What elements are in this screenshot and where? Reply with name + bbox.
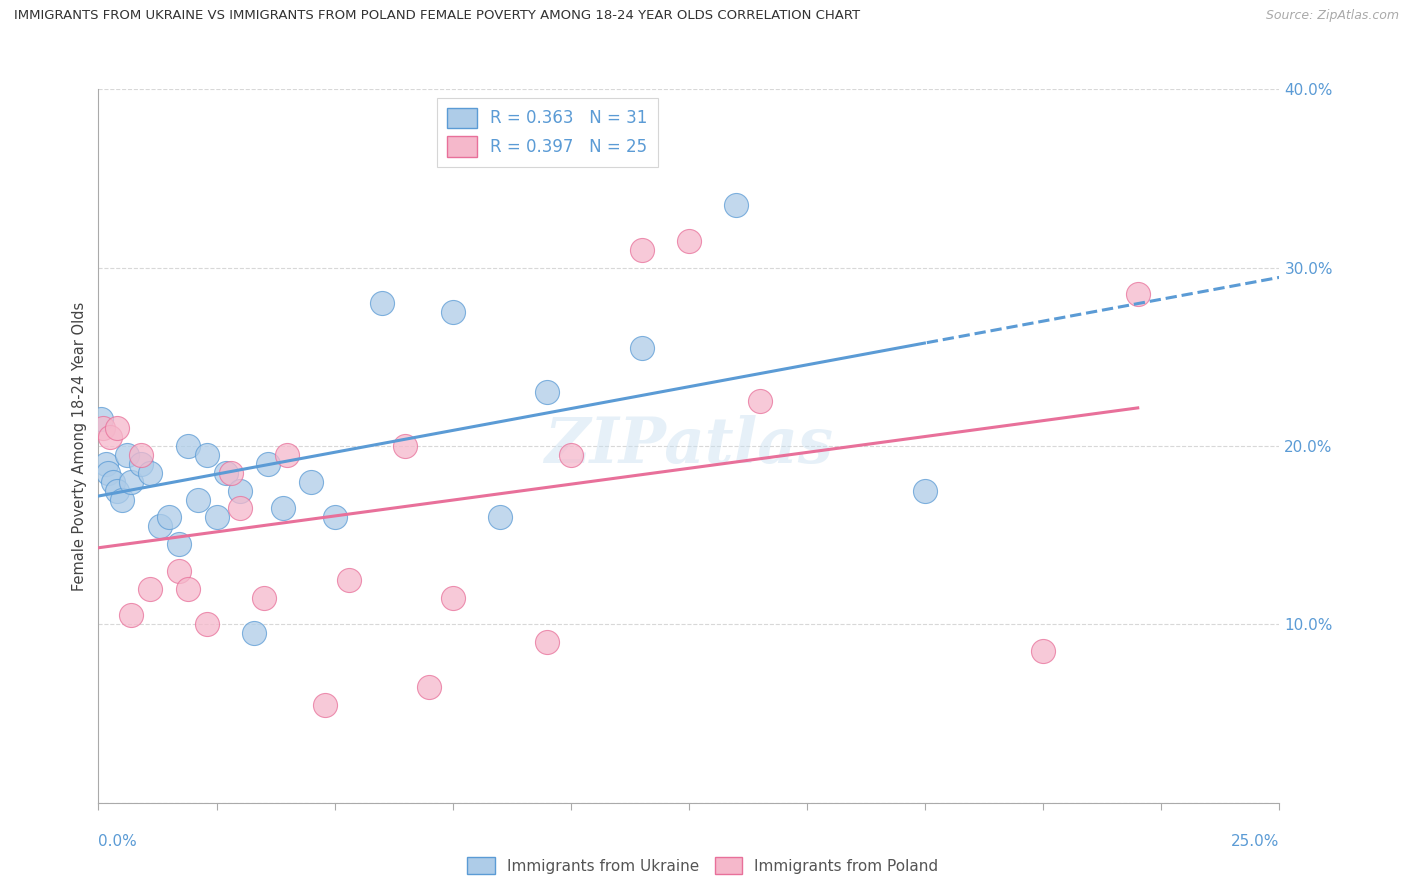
Point [219,466,242,480]
Point [489,510,512,524]
Point [94,457,117,471]
Point [97,466,120,480]
Point [299,475,322,489]
Point [418,680,440,694]
Point [98,430,121,444]
Point [314,698,336,712]
Point [111,492,134,507]
Point [90,412,112,426]
Point [139,582,162,596]
Point [271,501,294,516]
Point [101,475,124,489]
Point [121,608,143,623]
Point [167,564,190,578]
Point [257,457,280,471]
Point [105,421,128,435]
Point [91,421,114,435]
Text: Source: ZipAtlas.com: Source: ZipAtlas.com [1265,9,1399,22]
Y-axis label: Female Poverty Among 18-24 Year Olds: Female Poverty Among 18-24 Year Olds [72,301,87,591]
Point [337,573,360,587]
Point [205,510,228,524]
Point [560,448,582,462]
Point [1032,644,1054,658]
Legend: Immigrants from Ukraine, Immigrants from Poland: Immigrants from Ukraine, Immigrants from… [461,851,945,880]
Point [243,626,266,640]
Point [725,198,748,212]
Point [1126,287,1149,301]
Point [157,510,180,524]
Point [323,510,346,524]
Point [914,483,936,498]
Point [167,537,190,551]
Point [630,341,652,355]
Text: IMMIGRANTS FROM UKRAINE VS IMMIGRANTS FROM POLAND FEMALE POVERTY AMONG 18-24 YEA: IMMIGRANTS FROM UKRAINE VS IMMIGRANTS FR… [14,9,860,22]
Point [187,492,209,507]
Point [115,448,138,462]
Point [276,448,298,462]
Point [139,466,162,480]
Point [105,483,128,498]
Point [149,519,172,533]
Text: ZIPatlas: ZIPatlas [544,416,834,476]
Point [253,591,276,605]
Point [536,385,558,400]
Point [441,305,464,319]
Point [195,448,218,462]
Point [678,234,700,248]
Text: 25.0%: 25.0% [1232,834,1279,849]
Point [177,439,200,453]
Point [177,582,200,596]
Point [536,635,558,649]
Point [630,243,652,257]
Point [441,591,464,605]
Point [229,501,252,516]
Point [129,448,152,462]
Point [394,439,416,453]
Point [229,483,252,498]
Point [371,296,394,310]
Point [215,466,238,480]
Legend: R = 0.363   N = 31, R = 0.397   N = 25: R = 0.363 N = 31, R = 0.397 N = 25 [437,97,658,167]
Text: 0.0%: 0.0% [98,834,138,849]
Point [121,475,143,489]
Point [748,394,770,409]
Point [129,457,152,471]
Point [195,617,218,632]
